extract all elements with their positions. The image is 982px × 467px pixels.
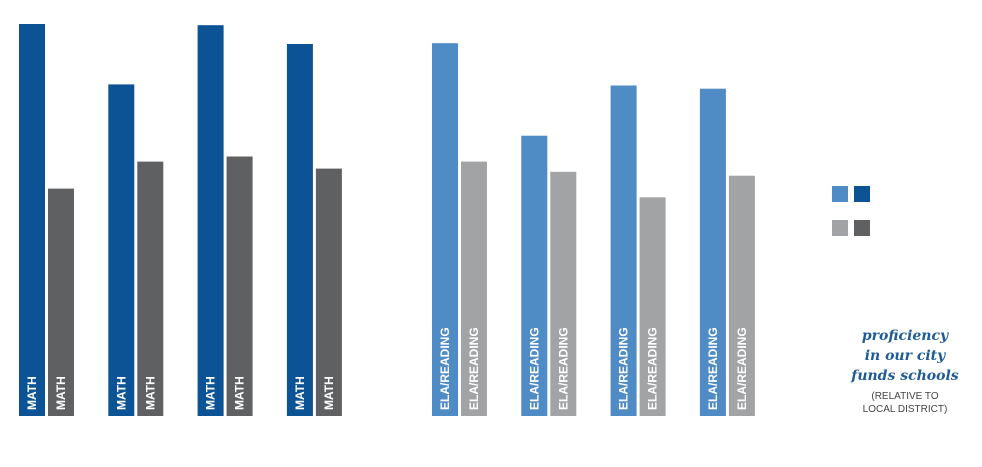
caption-title: proficiency in our city funds schools: [851, 328, 959, 384]
bar-label-math-local-district-3: MATH: [233, 376, 247, 410]
bar-math-local-district-1: [48, 188, 74, 416]
bar-ela-reading-city-funds-3: [610, 85, 637, 416]
bar-ela-reading-city-funds-4: [699, 88, 726, 416]
bar-math-city-funds-3: [197, 25, 224, 416]
legend-swatch-ela-city-funds: [832, 186, 848, 202]
chart-caption: proficiency in our city funds schools (R…: [846, 326, 964, 416]
bar-label-ela-reading-city-funds-1: ELA/READING: [438, 327, 452, 410]
legend-swatch-math-local-district: [854, 220, 870, 236]
bar-label-ela-reading-local-district-3: ELA/READING: [646, 327, 660, 410]
legend-swatch-ela-local-district: [832, 220, 848, 236]
bar-ela-reading-local-district-2: [550, 171, 577, 416]
bar-label-ela-reading-local-district-4: ELA/READING: [735, 327, 749, 410]
legend: [832, 186, 872, 238]
caption-note: (RELATIVE TO LOCAL DISTRICT): [862, 391, 948, 415]
bar-label-ela-reading-local-district-1: ELA/READING: [467, 327, 481, 410]
bar-math-city-funds-4: [286, 44, 313, 416]
bar-math-local-district-4: [315, 168, 342, 416]
bar-label-math-city-funds-1: MATH: [25, 376, 39, 410]
bar-ela-reading-local-district-3: [639, 197, 666, 416]
bar-ela-reading-local-district-1: [461, 161, 487, 416]
bar-label-ela-reading-city-funds-2: ELA/READING: [527, 327, 541, 410]
bar-math-city-funds-2: [108, 84, 135, 417]
bar-label-ela-reading-local-district-2: ELA/READING: [556, 327, 570, 410]
bar-label-math-local-district-4: MATH: [322, 376, 336, 410]
bar-label-ela-reading-city-funds-3: ELA/READING: [617, 327, 631, 410]
bar-label-math-local-district-2: MATH: [143, 376, 157, 410]
bar-math-city-funds-1: [19, 24, 45, 416]
bar-label-math-city-funds-2: MATH: [114, 376, 128, 410]
bar-ela-reading-local-district-4: [728, 175, 755, 416]
bar-math-local-district-2: [137, 161, 164, 416]
bar-label-math-city-funds-4: MATH: [293, 376, 307, 410]
legend-swatch-math-city-funds: [854, 186, 870, 202]
bar-math-local-district-3: [226, 156, 253, 416]
bar-label-ela-reading-city-funds-4: ELA/READING: [706, 327, 720, 410]
bar-label-math-city-funds-3: MATH: [204, 376, 218, 410]
bar-ela-reading-city-funds-1: [432, 43, 458, 416]
bar-ela-reading-city-funds-2: [521, 135, 548, 416]
bar-label-math-local-district-1: MATH: [54, 376, 68, 410]
